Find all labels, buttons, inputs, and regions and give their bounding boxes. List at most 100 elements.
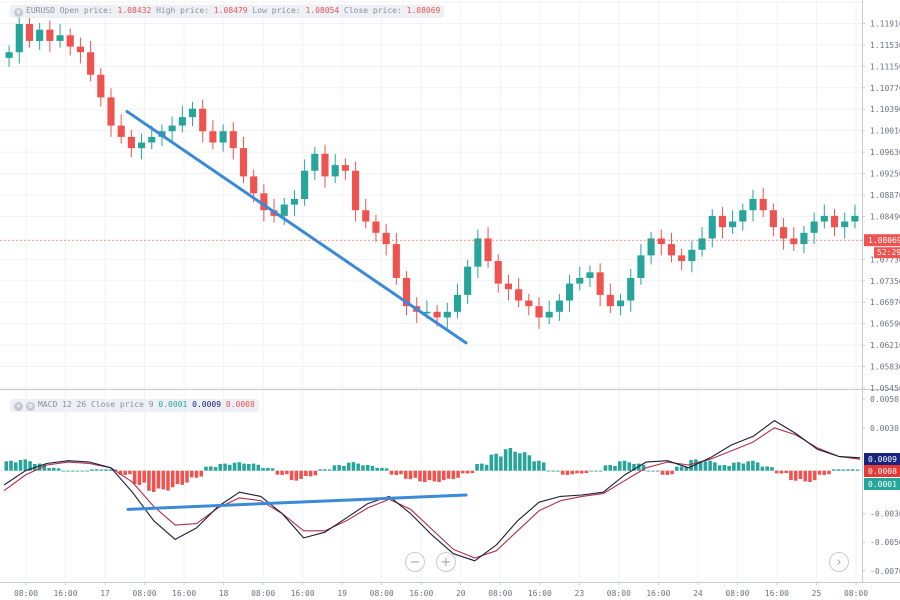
macd-histogram-bar bbox=[332, 465, 337, 471]
candle-body bbox=[566, 283, 574, 301]
candle-body bbox=[443, 311, 451, 318]
macd-histogram-bar bbox=[789, 470, 793, 481]
candle-body bbox=[494, 261, 502, 284]
close-icon[interactable]: ✕ bbox=[14, 402, 23, 411]
candle-body bbox=[219, 131, 227, 143]
candle-body bbox=[698, 238, 706, 250]
candle-body bbox=[667, 244, 676, 256]
settings-icon[interactable]: ⚙ bbox=[26, 402, 35, 411]
candle-body bbox=[148, 136, 156, 143]
macd-histogram-bar bbox=[228, 464, 232, 471]
macd-histogram-bar bbox=[722, 465, 727, 471]
price-axis-tick-label: 1.10770 bbox=[870, 84, 900, 93]
macd-histogram-bar bbox=[608, 465, 613, 471]
macd-histogram-bar bbox=[194, 470, 199, 478]
macd-histogram-bar bbox=[494, 453, 498, 471]
candle-body bbox=[97, 74, 105, 98]
macd-histogram-bar bbox=[280, 470, 284, 475]
candle-body bbox=[280, 204, 288, 216]
macd-histogram-bar bbox=[323, 469, 327, 471]
candle-body bbox=[199, 108, 207, 132]
macd-histogram-bar bbox=[689, 459, 693, 471]
macd-histogram-bar bbox=[484, 464, 489, 471]
candle-body bbox=[46, 29, 54, 41]
zoom-out-button[interactable]: − bbox=[405, 552, 425, 572]
candle-body bbox=[749, 198, 757, 211]
low-value: 1.08054 bbox=[305, 6, 340, 15]
macd-histogram-bar bbox=[175, 470, 180, 485]
close-label: Close price: bbox=[344, 6, 402, 15]
candle-body bbox=[616, 300, 625, 307]
macd-histogram-bar bbox=[684, 467, 689, 471]
macd-histogram-bar bbox=[151, 470, 156, 492]
candle-body bbox=[504, 283, 512, 290]
macd-main-line bbox=[3, 420, 861, 562]
macd-histogram-bar bbox=[432, 470, 437, 482]
macd-histogram-bar bbox=[760, 466, 765, 471]
macd-histogram-bar bbox=[784, 470, 788, 474]
macd-hist-value: 0.0001 bbox=[158, 400, 188, 409]
candle-body bbox=[76, 46, 84, 53]
macd-histogram-bar bbox=[736, 462, 741, 471]
macd-histogram-bar bbox=[61, 470, 66, 472]
macd-histogram-bar bbox=[636, 463, 641, 471]
settings-icon[interactable]: ⚙ bbox=[14, 8, 23, 17]
price-axis-tick-label: 1.05450 bbox=[870, 384, 900, 393]
macd-histogram-bar bbox=[42, 464, 47, 471]
candle-body bbox=[15, 24, 23, 53]
macd-histogram-bar bbox=[213, 467, 218, 471]
price-axis-tick-label: 1.06970 bbox=[870, 298, 900, 307]
candle-body bbox=[5, 52, 13, 58]
macd-histogram-bar bbox=[285, 470, 289, 475]
macd-histogram-bar bbox=[855, 469, 860, 471]
macd-histogram-bar bbox=[765, 466, 769, 471]
candle-body bbox=[260, 193, 268, 211]
macd-histogram-bar bbox=[270, 468, 275, 471]
macd-histogram-bar bbox=[741, 463, 746, 471]
candle-body bbox=[331, 165, 339, 177]
macd-histogram-bar bbox=[508, 447, 513, 471]
candle-body bbox=[718, 215, 726, 228]
macd-histogram-bar bbox=[808, 470, 812, 483]
candle-body bbox=[820, 215, 828, 222]
candle-body bbox=[688, 249, 696, 262]
zoom-in-button[interactable]: + bbox=[436, 552, 456, 572]
time-axis-tick-label: 16:00 bbox=[765, 589, 789, 598]
macd-histogram-bar bbox=[575, 470, 579, 474]
macd-histogram-bar bbox=[351, 462, 356, 471]
macd-legend: ✕ ⚙ MACD 12 26 Close price 9 0.0001 0.0009… bbox=[10, 399, 259, 412]
candle-body bbox=[606, 294, 614, 307]
candle-body bbox=[657, 238, 665, 245]
scroll-right-button[interactable]: › bbox=[829, 552, 849, 572]
macd-histogram-bar bbox=[9, 460, 13, 471]
price-axis-tick-label: 1.11910 bbox=[870, 19, 900, 28]
macd-histogram-bar bbox=[142, 470, 146, 483]
macd-histogram-bar bbox=[52, 467, 56, 471]
candle-body bbox=[790, 238, 798, 245]
macd-histogram-bar bbox=[475, 464, 479, 471]
macd-histogram-bar bbox=[641, 464, 646, 471]
candle-body bbox=[576, 277, 584, 284]
time-axis-tick-label: 08:00 bbox=[251, 589, 275, 598]
time-axis-tick-label: 08:00 bbox=[844, 589, 868, 598]
macd-histogram-bar bbox=[147, 470, 151, 491]
time-axis-tick-label: 16:00 bbox=[646, 589, 670, 598]
macd-histogram-bar bbox=[389, 470, 394, 475]
macd-value-badge bbox=[864, 465, 900, 477]
close-value: 1.08069 bbox=[406, 6, 441, 15]
candle-body bbox=[362, 210, 370, 222]
macd-histogram-bar bbox=[646, 470, 651, 472]
macd-histogram-bar bbox=[822, 470, 827, 475]
candle-body bbox=[453, 294, 462, 312]
candle-body bbox=[229, 131, 237, 149]
macd-histogram-bar bbox=[850, 469, 855, 471]
macd-histogram-bar bbox=[665, 470, 670, 475]
macd-histogram-bar bbox=[123, 470, 127, 475]
macd-histogram-bar bbox=[399, 470, 403, 475]
macd-histogram-bar bbox=[513, 451, 517, 471]
macd-histogram-bar bbox=[75, 470, 80, 472]
last-price-label: 1.08069 bbox=[868, 236, 900, 245]
candle-body bbox=[474, 238, 482, 267]
candle-body bbox=[168, 125, 176, 132]
macd-histogram-bar bbox=[342, 465, 346, 471]
